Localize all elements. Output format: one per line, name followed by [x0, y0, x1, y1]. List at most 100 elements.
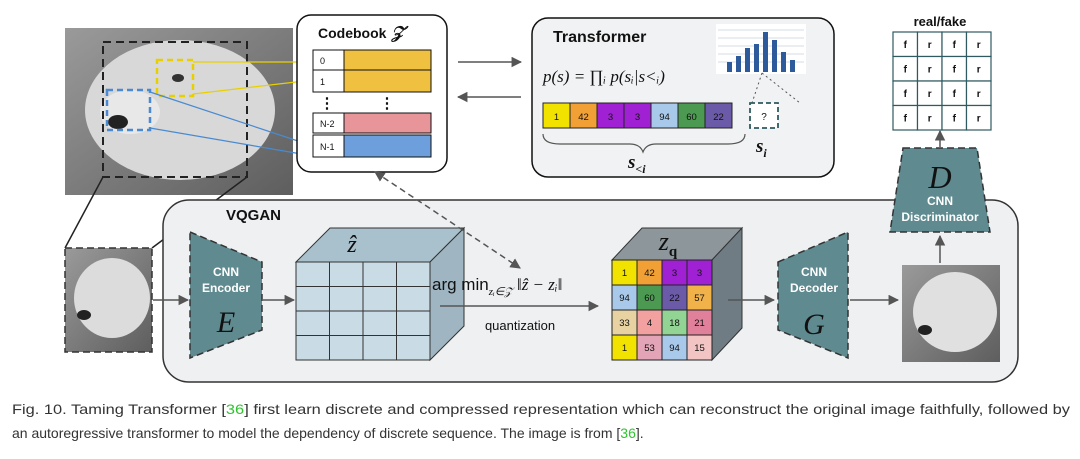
quantization-label: quantization — [485, 318, 555, 333]
next-token-label: ? — [761, 112, 767, 123]
codebook-title: Codebook 𝒵 — [318, 23, 408, 42]
codebook-vector — [343, 49, 432, 71]
z-q-cell — [661, 259, 688, 286]
next-token-cell — [749, 102, 779, 129]
real-fake-cell — [965, 104, 992, 131]
real-fake-label: r — [928, 114, 932, 125]
codebook-index-cell — [312, 69, 345, 93]
codebook-index: 0 — [320, 56, 325, 66]
encoder-symbol: E — [216, 306, 235, 339]
real-fake-label: r — [977, 89, 981, 100]
z-q-label: zq — [658, 227, 678, 260]
real-fake-grid: f r f r f r f r f r f r f r f r — [892, 31, 992, 131]
caption: Fig. 10. Taming Transformer [36] first l… — [12, 401, 1070, 441]
lookup-arrow — [374, 171, 521, 269]
token-cell — [650, 102, 679, 129]
discriminator-symbol: D — [927, 159, 951, 195]
z-q-cell — [636, 284, 663, 311]
token-cell — [542, 102, 571, 129]
argmin-norm: ‖ẑ − zᵢ‖ — [513, 275, 563, 294]
z-q-value: 4 — [647, 318, 652, 329]
real-fake-label: r — [928, 65, 932, 76]
context-sub: <i — [635, 162, 646, 176]
input-image — [64, 28, 314, 249]
discriminator-label: CNN — [927, 194, 953, 208]
caption-text: ] first learn discrete and compressed re… — [244, 401, 1070, 417]
z-q-value: 18 — [669, 318, 680, 329]
histogram-icon — [716, 24, 806, 104]
token-cell — [677, 102, 706, 129]
z-q-value: 21 — [694, 318, 705, 329]
z-q-cell — [661, 284, 688, 311]
codebook-vector — [343, 69, 432, 93]
z-q-value: 15 — [694, 343, 705, 354]
z-hat-cube — [294, 226, 466, 362]
token-cell — [623, 102, 652, 129]
discriminator — [889, 147, 991, 233]
real-fake-cell — [916, 104, 943, 131]
codebook-index: N-2 — [320, 119, 335, 129]
real-fake-label: f — [953, 40, 957, 51]
z-q-value: 1 — [622, 268, 627, 279]
real-fake-label: r — [977, 114, 981, 125]
ellipsis: ⋮ — [380, 95, 395, 112]
token-sequence: 1 42 3 3 94 60 22 — [542, 102, 733, 129]
real-fake-label: f — [953, 89, 957, 100]
z-q-value: 94 — [619, 293, 630, 304]
z-q-value: 3 — [697, 268, 702, 279]
real-fake-label: r — [928, 40, 932, 51]
real-fake-label: f — [904, 114, 908, 125]
z-q-sub: q — [669, 244, 678, 260]
token-label: 3 — [635, 112, 640, 123]
z-q-value: 42 — [644, 268, 655, 279]
z-q-value: 22 — [669, 293, 680, 304]
argmin-formula: arg minzᵢ∈𝒵 ‖ẑ − zᵢ‖ — [432, 275, 562, 298]
caption-line: an autoregressive transformer to model t… — [12, 425, 644, 441]
codebook-name: Codebook — [318, 25, 387, 41]
discriminator-label: Discriminator — [901, 210, 979, 224]
codebook-index: 1 — [320, 77, 325, 87]
encoder-label: CNN — [213, 265, 239, 279]
real-fake-cell — [941, 104, 968, 131]
caption-text: 36 — [226, 401, 244, 417]
decoder — [777, 230, 849, 360]
real-fake-title: real/fake — [914, 14, 967, 29]
real-fake-label: f — [904, 65, 908, 76]
real-fake-label: r — [977, 40, 981, 51]
z-q-main: z — [658, 227, 669, 256]
target-label: si — [755, 136, 767, 160]
context-label: s<i — [627, 152, 646, 176]
codebook-index-cell — [312, 49, 345, 71]
decoder-symbol: G — [803, 308, 825, 341]
small-input-image — [64, 247, 153, 353]
target-sub: i — [763, 146, 767, 160]
z-hat-label: ẑ — [346, 232, 357, 258]
real-fake-cell — [916, 31, 943, 58]
token-label: 1 — [554, 112, 559, 123]
encoder-label: Encoder — [202, 281, 250, 295]
vqgan-panel — [162, 199, 1019, 383]
real-fake-label: f — [904, 89, 908, 100]
z-q-value: 3 — [672, 268, 677, 279]
token-cell — [704, 102, 733, 129]
codebook-index: N-1 — [320, 142, 335, 152]
z-q-cell — [686, 284, 713, 311]
z-q-cell — [686, 309, 713, 336]
token-label: 94 — [659, 112, 670, 123]
z-q-value: 1 — [622, 343, 627, 354]
real-fake-label: f — [953, 65, 957, 76]
z-q-cell — [611, 334, 638, 361]
z-q-value: 53 — [644, 343, 655, 354]
context-main: s — [627, 152, 635, 173]
caption-text: ]. — [636, 425, 644, 441]
z-q-value: 57 — [694, 293, 705, 304]
z-q-cell — [611, 309, 638, 336]
encoder — [189, 230, 263, 360]
real-fake-label: r — [977, 65, 981, 76]
decoder-label: CNN — [801, 265, 827, 279]
output-image — [902, 265, 1000, 362]
real-fake-label: f — [904, 40, 908, 51]
z-q-cell — [611, 259, 638, 286]
transformer-formula: p(s) = ∏ᵢ p(sᵢ|s<ᵢ) — [542, 67, 665, 86]
